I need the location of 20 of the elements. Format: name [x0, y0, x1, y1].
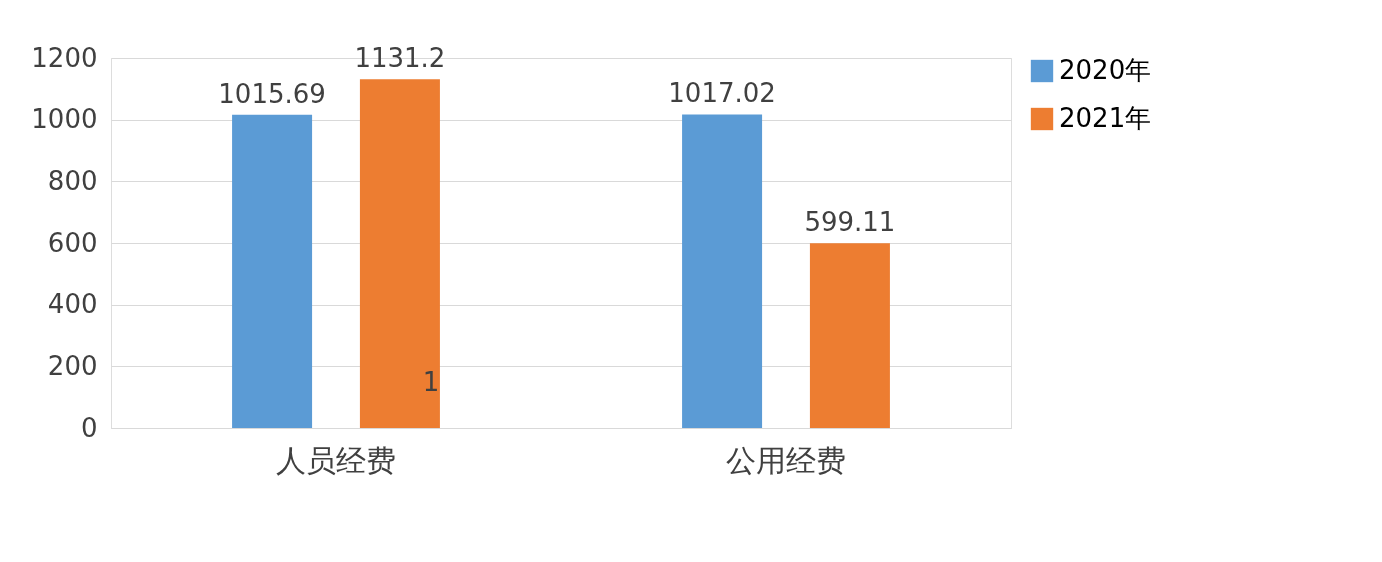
x-tick-label: 公用经费 — [726, 442, 846, 478]
bar — [359, 79, 440, 428]
data-label: 1015.69 — [218, 78, 326, 109]
legend-label: 2020年 — [1059, 55, 1152, 85]
y-tick-label: 1200 — [31, 42, 98, 73]
bar — [809, 243, 890, 428]
x-tick-label: 人员经费 — [276, 442, 396, 478]
bar — [232, 114, 313, 428]
y-tick-label: 200 — [47, 350, 98, 381]
y-tick-label: 1000 — [31, 104, 98, 135]
y-tick-label: 800 — [47, 165, 98, 196]
bar — [682, 114, 763, 428]
annotation: 1 — [422, 367, 440, 397]
y-tick-label: 400 — [47, 289, 98, 320]
data-label: 599.11 — [804, 207, 896, 238]
y-tick-label: 600 — [47, 227, 98, 258]
data-label: 1017.02 — [668, 78, 776, 109]
data-label: 1131.2 — [354, 43, 446, 74]
legend-label: 2021年 — [1059, 103, 1152, 133]
y-tick-label: 0 — [80, 412, 98, 443]
